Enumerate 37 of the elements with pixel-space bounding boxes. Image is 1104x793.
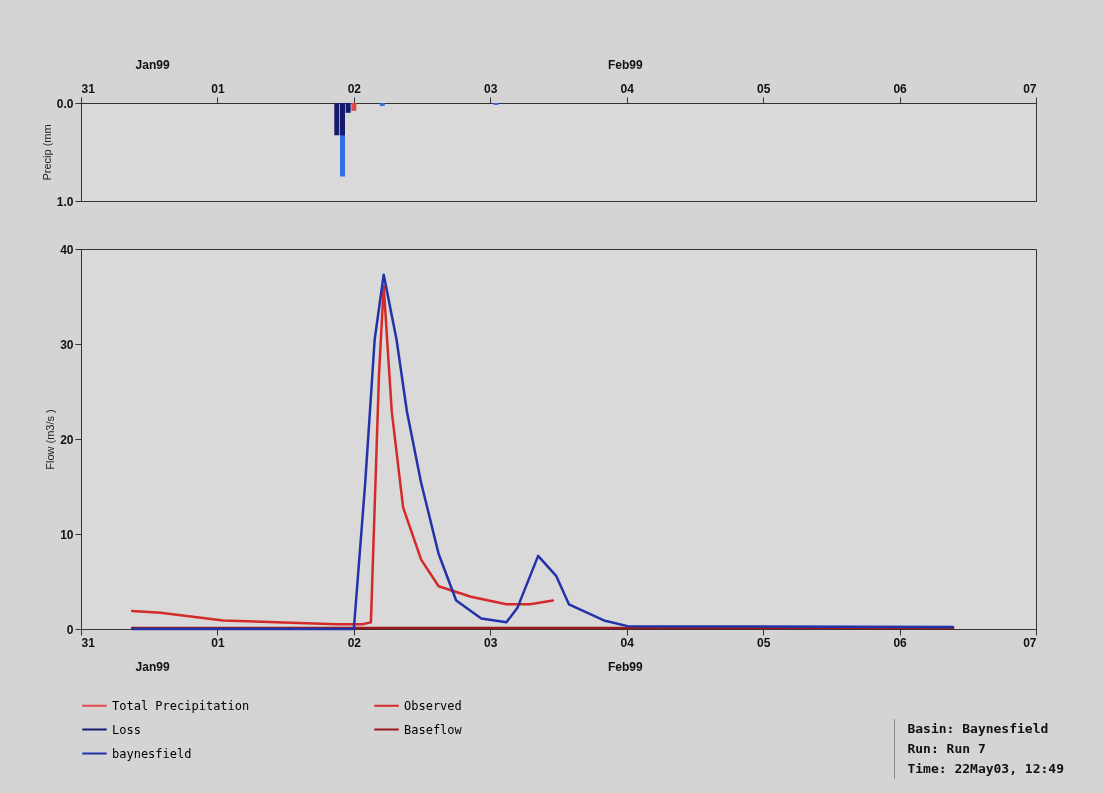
legend-label: Total Precipitation (112, 698, 250, 713)
x-tick-label: 03 (484, 635, 498, 650)
text: Feb99 (608, 58, 644, 72)
text: Jan99 (135, 660, 170, 674)
text: Feb99 (608, 660, 644, 674)
y-tick-label: 10 (60, 527, 74, 542)
x-tick-label: 07 (1023, 81, 1037, 96)
x-tick-label: 03 (484, 81, 498, 96)
x-tick-label: 01 (211, 81, 225, 96)
legend-label: baynesfield (112, 746, 192, 761)
text: Jan99 (135, 58, 170, 72)
text: Time: 22May03, 12:49 (907, 760, 1064, 778)
legend-label: Observed (404, 698, 462, 713)
x-tick-label: 04 (620, 635, 635, 650)
y-tick-label: 0.0 (56, 96, 74, 111)
legend-label: Loss (112, 722, 141, 737)
y-tick-label: 20 (60, 432, 74, 447)
x-tick-label: 05 (756, 635, 771, 650)
text: Basin: Baynesfield (907, 720, 1050, 738)
x-tick-label: 01 (211, 635, 225, 650)
x-tick-label: 31 (81, 81, 96, 96)
x-tick-label: 04 (620, 81, 635, 96)
y-tick-label: 30 (60, 337, 74, 352)
y-axis-title: Precip (mm (40, 124, 53, 181)
x-tick-label: 07 (1023, 635, 1037, 650)
y-tick-label: 0 (66, 622, 74, 637)
x-tick-label: 05 (756, 81, 771, 96)
y-tick-label: 1.0 (56, 194, 74, 209)
y-tick-label: 40 (60, 242, 74, 257)
y-axis-title: Flow (m3/s ) (44, 409, 57, 470)
x-tick-label: 02 (347, 635, 362, 650)
x-tick-label: 06 (893, 635, 908, 650)
x-tick-label: 31 (81, 635, 96, 650)
x-tick-label: 02 (347, 81, 362, 96)
text: Run: Run 7 (907, 740, 987, 758)
legend-label: Baseflow (404, 722, 463, 737)
x-tick-label: 06 (893, 81, 908, 96)
